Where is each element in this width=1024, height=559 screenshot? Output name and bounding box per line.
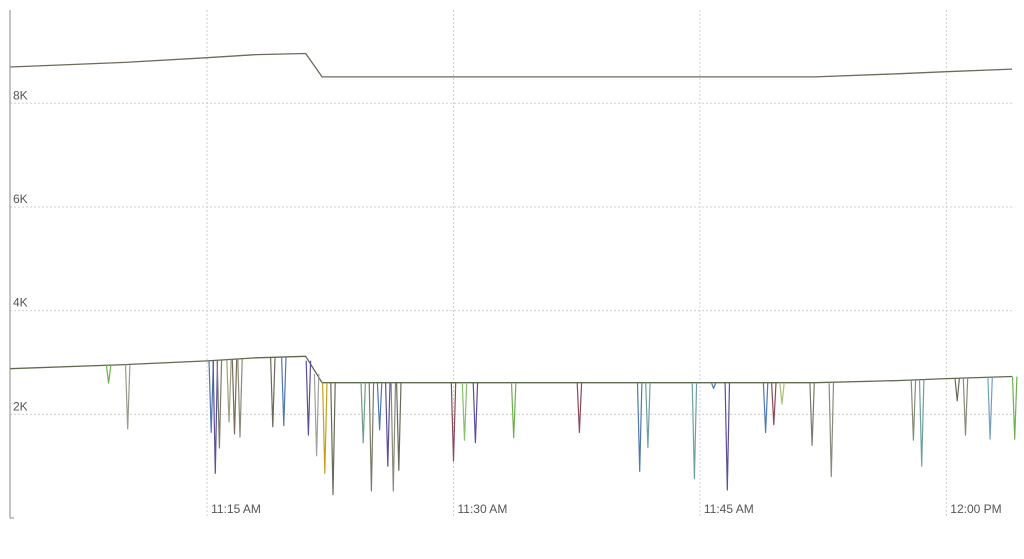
spike-dip (771, 382, 777, 426)
spike-dip (645, 382, 651, 449)
spike-dip (322, 382, 328, 474)
spike-dip (208, 360, 214, 434)
spike-dip (212, 360, 219, 474)
spike-dip (105, 365, 112, 384)
y-tick-label: 8K (13, 88, 28, 102)
x-tick-label: 12:00 PM (950, 502, 1001, 516)
spike-dip (910, 379, 917, 441)
spike-dip (360, 382, 366, 444)
spike-dip (281, 356, 287, 427)
y-tick-label: 6K (13, 192, 28, 206)
spike-dip (450, 382, 457, 462)
spike-dip (710, 382, 717, 389)
series-line-1 (9, 52, 1013, 78)
spike-dip (226, 359, 232, 423)
series-layer (9, 52, 1013, 384)
spike-dip (918, 379, 925, 467)
spike-dip (724, 382, 731, 491)
spike-dip (385, 382, 391, 467)
spike-dip (779, 382, 785, 405)
spike-dip (376, 382, 383, 431)
spike-dip (1011, 376, 1018, 440)
spike-dip (510, 382, 517, 439)
spike-dip (461, 382, 468, 441)
label-layer: 2K 4K 6K 8K 11:15 AM 11:30 AM 11:45 AM 12:00 PM (13, 88, 1002, 516)
spike-dip (472, 382, 479, 444)
x-tick-label: 11:15 AM (211, 502, 261, 516)
x-tick-label: 11:30 AM (458, 502, 508, 516)
spike-dip (305, 360, 312, 436)
spike-dip (237, 358, 243, 438)
spike-layer (105, 356, 1018, 496)
grid-layer (10, 10, 1012, 518)
spike-dip (762, 382, 769, 434)
spike-dip (962, 377, 969, 436)
spike-dip (124, 364, 131, 430)
spike-dip (270, 357, 276, 428)
y-tick-label: 2K (13, 399, 28, 413)
axis-layer (9, 10, 14, 519)
spike-dip (576, 382, 583, 434)
spike-dip (396, 382, 402, 471)
spike-dip (368, 382, 375, 492)
spike-dip (390, 382, 397, 492)
y-tick-label: 4K (13, 296, 28, 310)
spike-dip (231, 359, 238, 435)
spike-dip (216, 360, 223, 449)
spike-dip (987, 377, 993, 440)
spike-dip (313, 373, 320, 457)
spike-dip (828, 382, 835, 478)
series-line-2 (9, 355, 1013, 384)
spike-dip (330, 382, 336, 496)
spike-dip (636, 382, 643, 472)
x-tick-label: 11:45 AM (704, 502, 754, 516)
spike-dip (954, 378, 960, 402)
spike-dip (809, 382, 815, 446)
spike-dip (691, 382, 698, 480)
